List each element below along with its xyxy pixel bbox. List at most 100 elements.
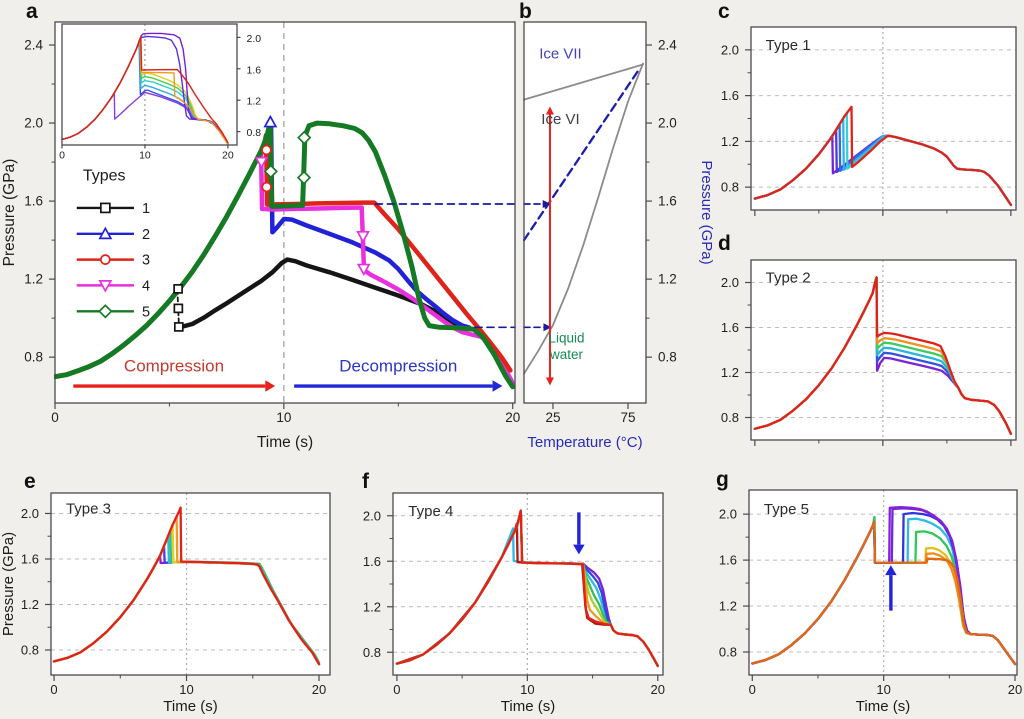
y-tick-label: 1.2 — [363, 599, 381, 614]
legend-title: Types — [83, 168, 126, 185]
triangle-marker — [263, 114, 278, 128]
y-tick-label: 2.4 — [658, 38, 677, 53]
y-tick-label: 2.0 — [247, 33, 262, 45]
y-tick-label: 1.6 — [24, 194, 43, 209]
ice6-ice7-boundary — [523, 63, 644, 101]
y-tick-label: 0.8 — [721, 410, 739, 425]
panel-label-d: d — [718, 232, 731, 255]
ice-vii-label: Ice VII — [539, 46, 582, 63]
panel-c: 0.8 1.2 1.6 2.0 Type 1 — [721, 26, 1017, 216]
series-g-7 — [751, 520, 1017, 666]
y-tick-label: 2.0 — [719, 507, 737, 522]
legend-item-label: 2 — [142, 227, 150, 243]
x-axis-title: Time (s) — [856, 698, 910, 715]
y-tick-label: 0.8 — [658, 350, 677, 365]
type-4-label: Type 4 — [408, 503, 453, 520]
diamond-marker — [263, 164, 278, 179]
square-marker — [173, 284, 183, 294]
path-diagonal — [523, 70, 639, 242]
x-tick-label: 20 — [312, 682, 326, 697]
square-marker — [173, 322, 184, 332]
y-axis-title: Pressure (GPa) — [0, 532, 17, 636]
y-tick-label: 0.8 — [363, 645, 381, 660]
panel-label-c: c — [718, 0, 730, 23]
melting-line — [523, 62, 644, 375]
x-axis-title: Time (s) — [163, 698, 217, 715]
y-tick-label: 0.8 — [721, 180, 739, 195]
x-axis-title: Time (s) — [257, 434, 313, 451]
x-tick-label: 0 — [749, 682, 756, 697]
y-tick-label: 1.6 — [719, 553, 737, 568]
y-tick-label: 2.0 — [721, 275, 739, 290]
y-tick-label: 1.6 — [721, 88, 739, 103]
x-tick-label: 20 — [1008, 682, 1022, 697]
panel-label-g: g — [716, 468, 729, 491]
x-tick-label: 0 — [51, 410, 59, 425]
x-tick-label: 20 — [505, 410, 520, 425]
decompression-label: Decompression — [339, 356, 457, 375]
type5 — [54, 120, 516, 390]
x-tick-label: 20 — [651, 682, 665, 697]
series-a_inset-9 — [61, 36, 229, 144]
type-2-label: Type 2 — [766, 270, 811, 287]
legend-item-label: 1 — [142, 201, 150, 217]
panel-label-a: a — [26, 0, 38, 23]
x-tick-label: 0 — [59, 150, 65, 162]
legend-item-label: 5 — [142, 304, 150, 320]
x-tick-label: 10 — [876, 682, 890, 697]
panel-f: 0 10 20 0.8 1.2 1.6 2.0 Type 4 Time (s) — [363, 492, 665, 715]
series-e-6 — [52, 506, 321, 666]
square-marker — [173, 303, 184, 314]
transition-arrow-up — [885, 565, 897, 611]
circle-marker — [99, 254, 111, 265]
tridown-marker — [356, 263, 371, 277]
series-c-5 — [753, 105, 1013, 207]
pressure-span-arrow — [545, 106, 554, 386]
y-tick-label: 0.8 — [719, 645, 737, 660]
y-tick-label: 1.2 — [721, 365, 739, 380]
y-tick-label: 2.0 — [658, 116, 677, 131]
panel-g: 0 10 20 0.8 1.2 1.6 2.0 Type 5 Time (s) — [719, 489, 1022, 715]
legend-item-label: 3 — [142, 253, 150, 269]
type-1-label: Type 1 — [766, 37, 811, 54]
y-tick-label: 1.2 — [721, 134, 739, 149]
compression-arrow — [73, 380, 276, 392]
x-tick-label: 75 — [620, 410, 635, 425]
x-tick-label: 25 — [545, 410, 560, 425]
y-tick-label: 1.6 — [247, 64, 262, 76]
liquid-water-label-2: water — [549, 347, 584, 362]
tridown-marker — [254, 156, 269, 170]
panel-e: 0 10 20 0.8 1.2 1.6 2.0 Type 3 Time (s) Pressure … — [0, 492, 331, 715]
y-tick-label: 2.0 — [721, 42, 739, 57]
panel-label-f: f — [362, 470, 369, 493]
diamond-marker — [296, 170, 312, 185]
x-tick-label: 10 — [139, 150, 151, 162]
x-tick-label: 0 — [50, 682, 57, 697]
y-tick-label: 1.6 — [21, 551, 39, 566]
y-tick-label: 1.2 — [247, 96, 262, 108]
liquid-water-label-1: Liquid — [548, 331, 584, 346]
y-tick-label: 1.6 — [658, 194, 677, 209]
x-tick-label: 10 — [179, 682, 193, 697]
y-tick-label: 1.6 — [721, 320, 739, 335]
x-tick-label: 10 — [520, 682, 534, 697]
panel-a_inset: 0 10 20 0.8 1.2 1.6 2.0 — [59, 23, 262, 162]
y-tick-label: 2.0 — [363, 508, 381, 523]
y-axis-title: Pressure (GPa) — [698, 160, 715, 264]
x-axis-title: Time (s) — [501, 698, 555, 715]
y-tick-label: 1.2 — [719, 599, 737, 614]
y-tick-label: 1.2 — [658, 272, 677, 287]
compression-label: Compression — [124, 356, 224, 375]
y-tick-label: 0.8 — [21, 642, 39, 657]
ice-vi-label: Ice VI — [541, 111, 579, 128]
square-marker — [99, 202, 111, 214]
circle-marker — [261, 181, 272, 193]
type-3-label: Type 3 — [66, 500, 111, 517]
y-tick-label: 1.2 — [21, 597, 39, 612]
transition-arrow-down — [573, 512, 585, 555]
diamond-marker — [98, 304, 113, 319]
x-tick-label: 0 — [393, 682, 400, 697]
connector-head-1p58 — [542, 200, 551, 209]
panel-label-e: e — [24, 470, 36, 493]
